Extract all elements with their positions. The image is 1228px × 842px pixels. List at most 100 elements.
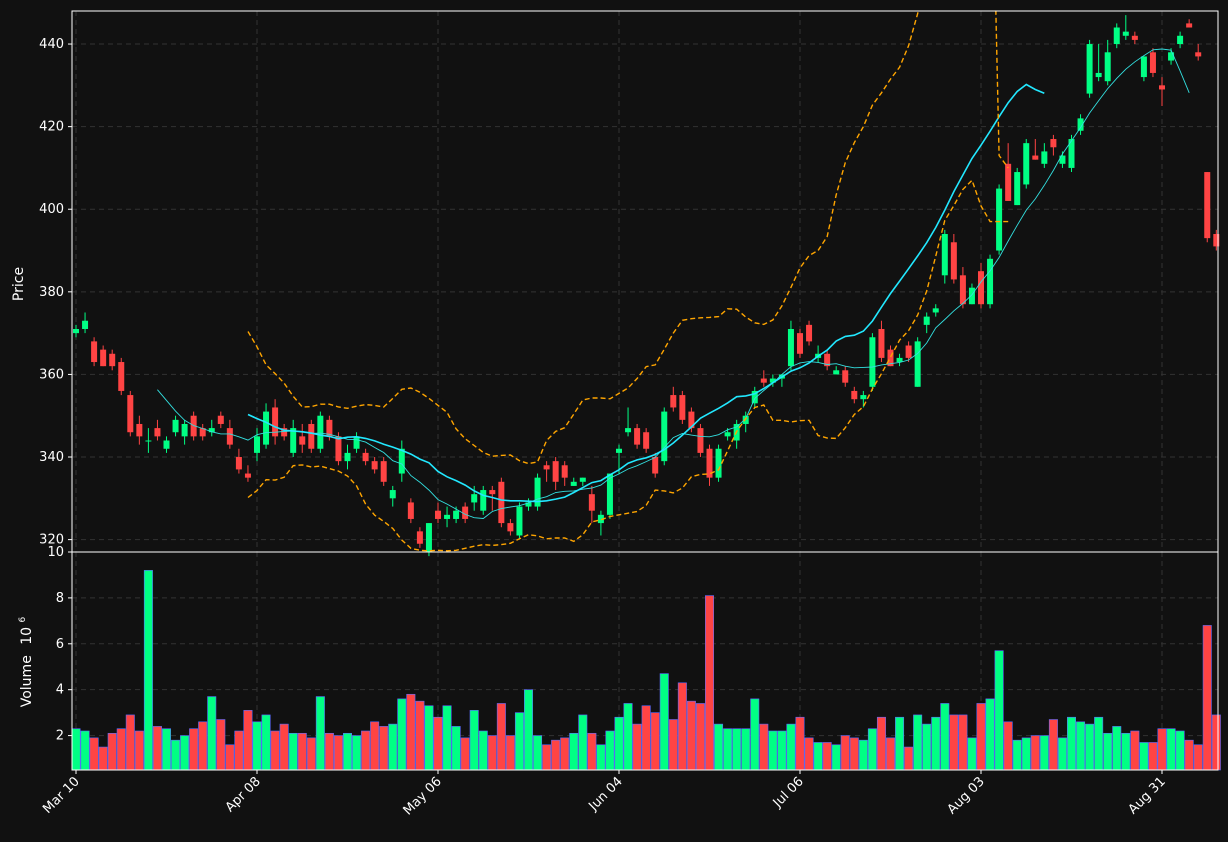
volume-bar <box>876 716 886 771</box>
candle-body <box>1032 155 1039 160</box>
candle-body <box>579 477 586 482</box>
candle-body <box>760 378 767 383</box>
candle-body <box>842 370 849 383</box>
volume-tick-label: 2 <box>56 729 64 744</box>
candle-body <box>407 502 414 519</box>
volume-bar <box>659 673 669 771</box>
candle-body <box>606 473 613 515</box>
volume-bar <box>1166 728 1176 771</box>
volume-bar <box>1184 739 1194 771</box>
volume-bar <box>125 714 135 771</box>
candle-body <box>326 419 333 437</box>
volume-bar <box>487 735 497 771</box>
candle-body <box>154 428 161 437</box>
candle-body <box>281 428 288 437</box>
candle-body <box>941 234 948 276</box>
price-panel: 320 340 360 380 400 420 440 <box>39 10 1220 557</box>
candle-body <box>869 337 876 387</box>
candle-body <box>1177 35 1184 45</box>
volume-bar <box>623 703 633 771</box>
candle-body <box>787 328 794 367</box>
volume-bar <box>234 730 244 771</box>
candle-body <box>561 465 568 478</box>
candle-body <box>914 341 921 387</box>
candle-body <box>905 345 912 358</box>
volume-bar <box>415 700 425 771</box>
candle-body <box>1122 31 1129 36</box>
volume-bar <box>596 744 606 771</box>
candle-body <box>742 415 749 424</box>
candle-body <box>534 477 541 507</box>
volume-bar <box>569 732 579 771</box>
volume-bar <box>71 728 81 771</box>
candle-body <box>769 378 776 383</box>
candle-body <box>73 328 79 334</box>
volume-bar <box>723 728 733 771</box>
volume-bar <box>677 682 687 771</box>
volume-bar <box>1157 728 1167 771</box>
volume-bar <box>732 728 742 771</box>
price-tick-label: 320 <box>39 533 64 548</box>
volume-bar <box>750 698 760 771</box>
volume-bar <box>324 732 334 771</box>
volume-bar <box>1175 730 1185 771</box>
candle-body <box>299 436 306 445</box>
candle-body <box>254 436 260 453</box>
volume-bar <box>523 689 533 771</box>
volume-bar <box>143 570 153 771</box>
volume-bar <box>804 737 814 771</box>
candle-body <box>109 353 116 367</box>
volume-bar <box>1021 737 1031 771</box>
volume-bar <box>1030 735 1040 771</box>
candle-body <box>1086 44 1093 94</box>
candle-body <box>661 411 668 462</box>
bollinger-upper-line <box>247 11 1009 465</box>
candle-body <box>715 448 722 478</box>
candle-body <box>959 275 966 305</box>
volume-bar <box>913 714 923 771</box>
candle-body <box>217 415 224 424</box>
volume-bar <box>243 710 253 771</box>
candle-body <box>887 349 894 367</box>
price-tick-label: 380 <box>39 285 64 300</box>
volume-bar <box>1012 739 1022 771</box>
candle-body <box>263 411 270 445</box>
candle-body <box>335 436 342 462</box>
candle-body <box>1014 172 1021 206</box>
candle-body <box>1149 52 1156 73</box>
volume-bar <box>578 714 588 771</box>
volume-bar <box>1039 735 1049 771</box>
volume-bar <box>1121 732 1131 771</box>
candle-body <box>724 432 731 437</box>
candle-body <box>127 395 134 433</box>
price-tick-label: 440 <box>39 37 64 52</box>
volume-bar <box>297 732 307 771</box>
volume-bar <box>976 703 986 771</box>
volume-tick-label: 10 <box>47 545 64 560</box>
candle-body <box>344 452 351 462</box>
volume-axis-label-exponent: 6 <box>18 616 28 622</box>
candle-body <box>932 308 939 313</box>
volume-bar <box>786 723 796 771</box>
price-tick-label: 340 <box>39 450 64 465</box>
volume-bar <box>686 700 696 771</box>
candle-body <box>416 531 423 544</box>
candle-body <box>987 258 994 305</box>
candle-body <box>588 494 595 511</box>
candle-body <box>317 415 324 449</box>
candle-body <box>643 432 650 449</box>
volume-bar <box>1193 744 1203 771</box>
volume-bar <box>171 739 181 771</box>
candle-body <box>136 423 143 437</box>
volume-bar <box>279 723 289 771</box>
volume-bar <box>885 737 895 771</box>
candle-body <box>235 457 242 470</box>
volume-bar <box>397 698 407 771</box>
volume-bar <box>342 732 352 771</box>
candle-body <box>145 440 152 442</box>
volume-bar <box>451 726 461 771</box>
volume-bar <box>858 739 868 771</box>
candle-body <box>1077 118 1084 131</box>
